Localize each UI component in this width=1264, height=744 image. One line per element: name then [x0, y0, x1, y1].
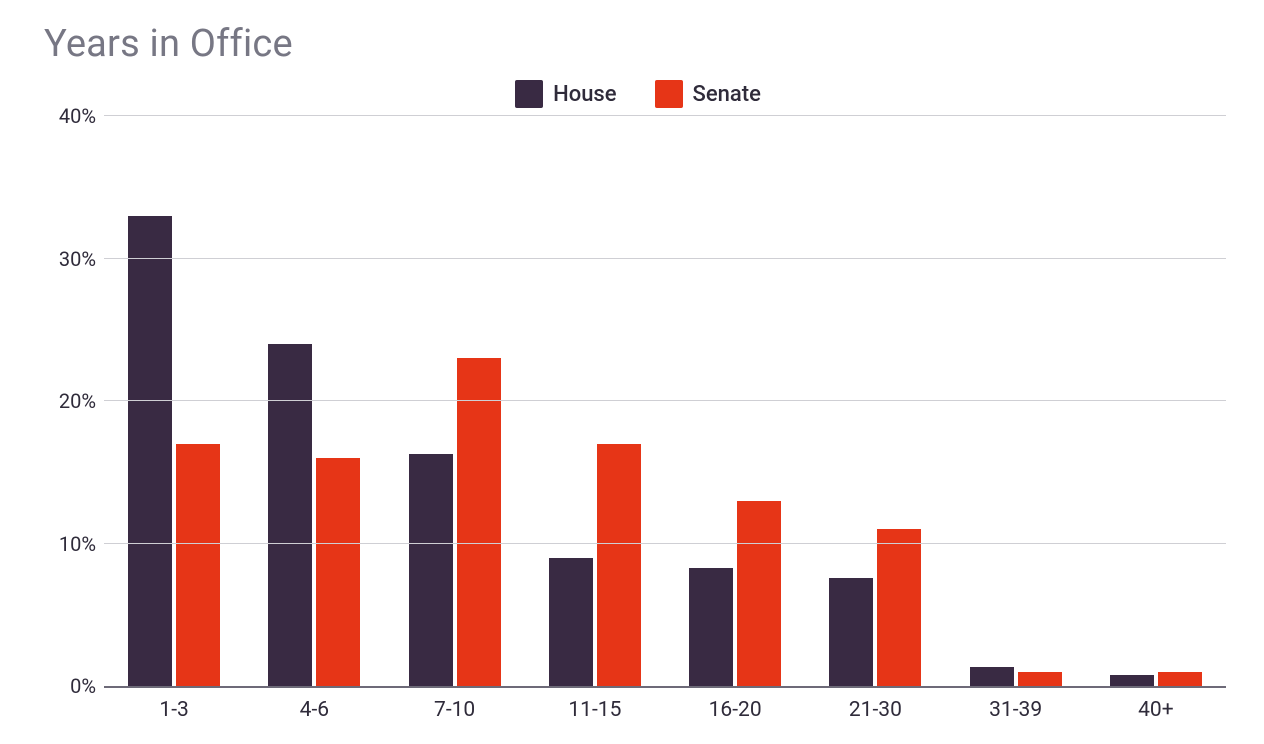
bar-house [1110, 675, 1154, 686]
y-tick-label: 10% [44, 532, 96, 556]
x-tick-label: 16-20 [665, 698, 805, 722]
x-tick-label: 40+ [1086, 698, 1226, 722]
x-tick-label: 4-6 [244, 698, 384, 722]
bar-senate [176, 444, 220, 686]
x-tick-label: 1-3 [104, 698, 244, 722]
x-tick-label: 31-39 [946, 698, 1086, 722]
legend-label-house: House [553, 82, 616, 107]
gridline [104, 258, 1226, 259]
bar-group [244, 116, 384, 686]
bar-senate [737, 501, 781, 686]
y-tick-label: 30% [44, 247, 96, 271]
x-tick-label: 11-15 [525, 698, 665, 722]
bar-group [104, 116, 244, 686]
y-tick-label: 40% [44, 104, 96, 128]
gridline [104, 543, 1226, 544]
y-tick-label: 0% [44, 674, 96, 698]
bar-house [549, 558, 593, 686]
chart-container: Years in Office House Senate 0%10%20%30%… [0, 0, 1264, 744]
bar-group [1086, 116, 1226, 686]
bar-house [689, 568, 733, 686]
bar-senate [1158, 672, 1202, 686]
bar-group [665, 116, 805, 686]
bar-senate [877, 529, 921, 686]
bar-groups [104, 116, 1226, 686]
bar-group [525, 116, 665, 686]
x-axis: 1-34-67-1011-1516-2021-3031-3940+ [104, 698, 1226, 722]
plot-inner: 0%10%20%30%40% [104, 116, 1226, 688]
bar-house [970, 667, 1014, 686]
chart-title: Years in Office [44, 22, 1232, 66]
bar-house [829, 578, 873, 686]
gridline [104, 400, 1226, 401]
bar-senate [597, 444, 641, 686]
bar-senate [316, 458, 360, 686]
bar-senate [1018, 672, 1062, 686]
gridline [104, 115, 1226, 116]
legend-label-senate: Senate [693, 82, 761, 107]
legend-item-house: House [515, 80, 616, 108]
legend-item-senate: Senate [655, 80, 761, 108]
bar-group [805, 116, 945, 686]
y-tick-label: 20% [44, 389, 96, 413]
plot-area: 0%10%20%30%40% 1-34-67-1011-1516-2021-30… [44, 116, 1232, 722]
bar-house [128, 216, 172, 686]
bar-house [268, 344, 312, 686]
bar-group [946, 116, 1086, 686]
bar-senate [457, 358, 501, 686]
x-tick-label: 7-10 [385, 698, 525, 722]
legend-swatch-house [515, 80, 543, 108]
bar-house [409, 454, 453, 686]
chart-legend: House Senate [44, 80, 1232, 108]
legend-swatch-senate [655, 80, 683, 108]
x-tick-label: 21-30 [805, 698, 945, 722]
bar-group [385, 116, 525, 686]
